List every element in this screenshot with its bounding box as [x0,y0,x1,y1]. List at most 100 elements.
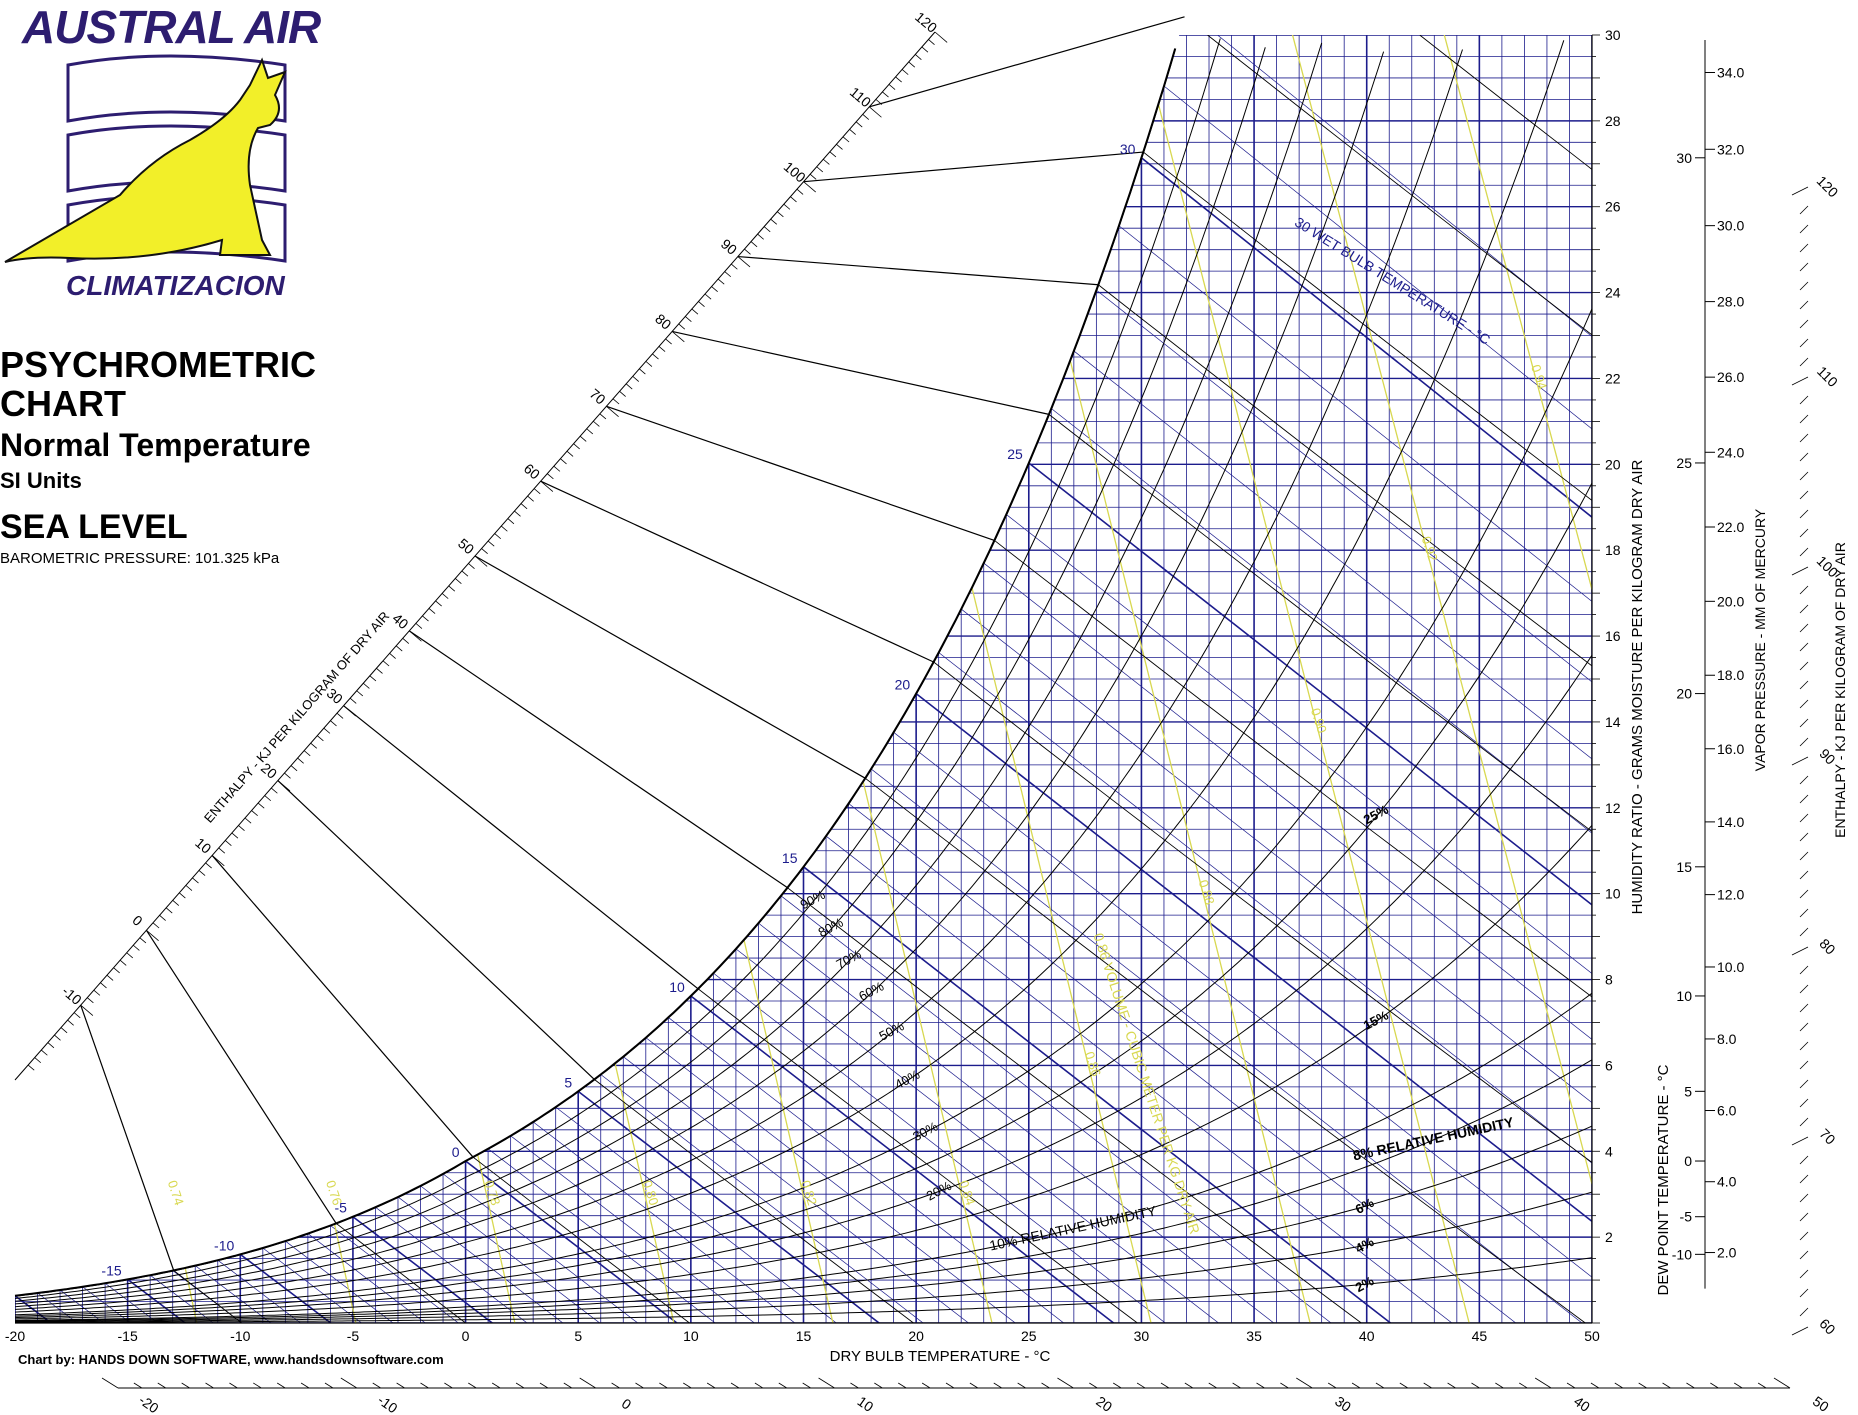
bottom-enthalpy-tick [1160,1382,1170,1389]
wet-bulb-line [645,1037,1018,1323]
enthalpy-guide-line [277,780,595,1080]
enthalpy-scale-tick [547,473,554,480]
right-enthalpy-label: 80 [1816,935,1838,957]
bottom-enthalpy-tick [1495,1382,1504,1389]
enthalpy-scale-tick [303,750,311,757]
right-enthalpy-tick [1799,1174,1809,1184]
enthalpy-scale-tick [763,226,771,233]
rh-label: 2% [1353,1273,1377,1295]
enthalpy-scale-label: 90 [718,236,740,258]
bottom-enthalpy-tick [754,1382,764,1389]
enthalpy-scale-tick [757,233,764,240]
enthalpy-scale-tick [750,241,758,248]
enthalpy-guide-line [211,855,474,1158]
right-enthalpy-label: 60 [1816,1315,1838,1337]
enthalpy-guide-line [343,705,699,990]
enthalpy-scale-tick [836,143,843,150]
bottom-enthalpy-tick [1112,1382,1122,1389]
dew-point-label: 30 [1676,150,1692,166]
enthalpy-scale-tick [606,405,619,417]
bottom-enthalpy-tick [1757,1382,1767,1389]
enthalpy-scale-tick [717,278,725,285]
bottom-enthalpy-tick [850,1382,859,1389]
x-tick-label: 35 [1246,1328,1262,1344]
enthalpy-scale-tick [231,832,239,839]
bottom-enthalpy-label: -20 [136,1392,162,1415]
x-tick-label: -15 [118,1328,138,1344]
enthalpy-scale-tick [376,667,383,674]
vapor-pressure-label: 34.0 [1717,64,1744,80]
right-enthalpy-tick [1799,319,1809,329]
wet-bulb-line [532,1121,804,1323]
right-enthalpy-tick [1791,376,1809,386]
enthalpy-scale-tick [93,989,101,996]
y-tick-label: 8 [1605,972,1613,988]
right-enthalpy-tick [1799,1250,1809,1260]
wet-bulb-label: 25 [1007,446,1023,462]
enthalpy-scale-tick [678,323,686,330]
bottom-enthalpy-tick [1280,1382,1289,1389]
right-enthalpy-tick [1791,186,1809,196]
bottom-enthalpy-tick [683,1382,692,1389]
enthalpy-scale-label: 60 [521,460,543,482]
right-enthalpy-tick [1799,281,1809,291]
wet-bulb-label: 5 [564,1074,572,1090]
enthalpy-scale-tick [803,181,816,193]
enthalpy-scale-tick [310,742,318,749]
bottom-enthalpy-tick [1534,1377,1552,1389]
wet-bulb-line [1163,85,1592,971]
rh-label: 80% [816,914,846,940]
bottom-enthalpy-tick [993,1382,1002,1389]
right-enthalpy-tick [1799,1022,1809,1032]
enthalpy-guide-line [80,1004,175,1271]
vapor-pressure-title: VAPOR PRESSURE - MM OF MERCURY [1752,508,1768,771]
enthalpy-scale-tick [271,787,278,794]
enthalpy-scale-tick [586,428,594,435]
enthalpy-scale-tick [113,967,120,974]
bottom-enthalpy-tick [205,1382,214,1389]
y-axis-title: HUMIDITY RATIO - GRAMS MOISTURE PER KILO… [1629,459,1646,914]
bottom-enthalpy-tick [802,1382,811,1389]
right-enthalpy-tick [1799,395,1809,405]
enthalpy-scale-tick [356,690,364,697]
enthalpy-scale-tick [829,151,837,158]
x-tick-label: -10 [230,1328,250,1344]
vapor-pressure-label: 28.0 [1717,294,1744,310]
enthalpy-scale-tick [100,982,107,989]
bottom-enthalpy-tick [1686,1382,1695,1389]
bottom-enthalpy-tick [659,1382,668,1389]
right-enthalpy-tick [1799,699,1809,709]
enthalpy-scale-tick [704,293,712,300]
y-tick-label: 4 [1605,1143,1613,1159]
enthalpy-scale-tick [744,248,751,255]
bottom-enthalpy-tick [1232,1382,1241,1389]
enthalpy-scale-tick [185,885,193,891]
enthalpy-scale-tick [290,765,298,772]
rh-label: 90% [798,887,828,913]
bottom-enthalpy-tick [1296,1377,1313,1389]
right-enthalpy-tick [1791,756,1809,766]
bottom-enthalpy-tick [1017,1382,1026,1389]
bottom-enthalpy-tick [1519,1382,1528,1389]
enthalpy-scale-tick [849,129,856,135]
vapor-pressure-label: 4.0 [1717,1174,1737,1190]
right-enthalpy-label: 120 [1814,173,1842,201]
bottom-enthalpy-tick [874,1382,883,1389]
enthalpy-scale-tick [645,361,653,367]
enthalpy-scale-tick [448,585,456,592]
bottom-enthalpy-tick [276,1382,286,1389]
y-tick-label: 30 [1605,27,1621,43]
enthalpy-scale-tick [218,847,226,854]
enthalpy-guide-line [606,405,995,541]
wet-bulb-line [893,732,1592,1323]
right-enthalpy-tick [1799,851,1809,861]
right-enthalpy-label: 110 [1814,363,1841,390]
bottom-enthalpy-tick [1590,1382,1600,1389]
rh-curve [15,49,1463,1310]
altitude-label: SEA LEVEL [0,508,188,546]
bottom-enthalpy-tick [969,1382,979,1389]
enthalpy-scale-tick [501,525,508,532]
enthalpy-scale-tick [441,593,449,599]
enthalpy-scale-tick [632,376,640,382]
